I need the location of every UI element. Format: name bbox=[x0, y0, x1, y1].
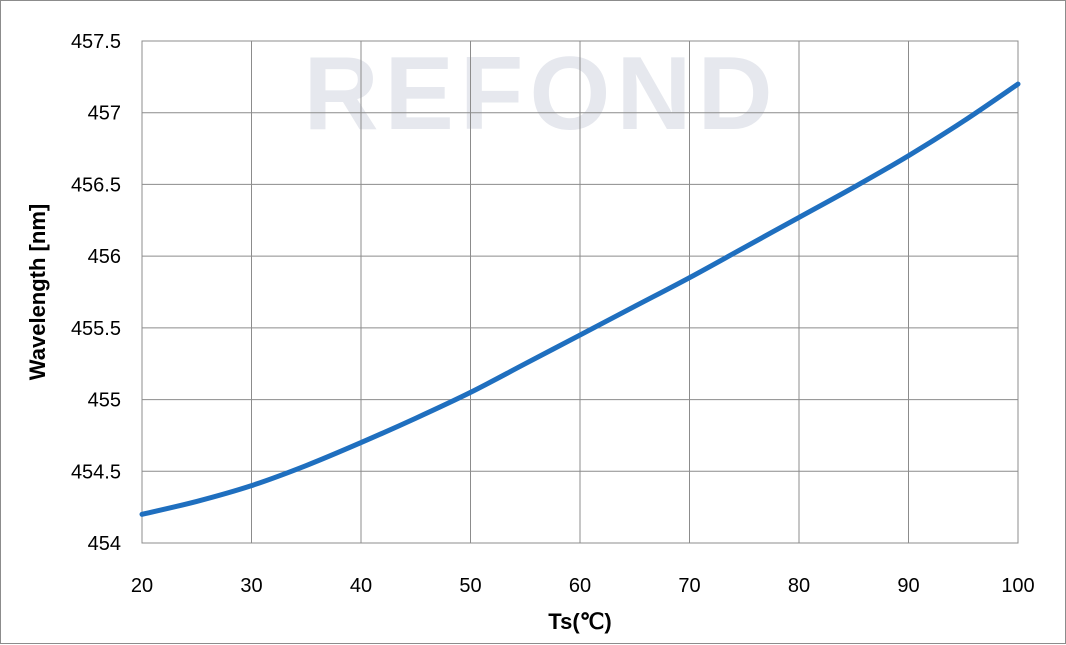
x-tick-label: 100 bbox=[1001, 575, 1034, 597]
y-tick-label: 454.5 bbox=[71, 461, 121, 483]
series-layer bbox=[139, 81, 1021, 517]
y-tick-label: 454 bbox=[88, 533, 121, 555]
x-tick-label: 20 bbox=[131, 575, 153, 597]
y-axis-ticks: 454 454.5 455 455.5 456 456.5 457 457.5 bbox=[71, 31, 121, 555]
x-axis-ticks: 20 30 40 50 60 70 80 90 100 bbox=[131, 575, 1035, 597]
grid bbox=[141, 40, 1019, 544]
x-tick-label: 50 bbox=[459, 575, 481, 597]
y-tick-label: 457.5 bbox=[71, 31, 121, 53]
x-tick-label: 40 bbox=[350, 575, 372, 597]
y-tick-label: 457 bbox=[88, 103, 121, 125]
x-tick-label: 70 bbox=[678, 575, 700, 597]
x-tick-label: 80 bbox=[788, 575, 810, 597]
y-tick-label: 455.5 bbox=[71, 318, 121, 340]
wavelength-series-line bbox=[139, 81, 1021, 517]
plot-area-border bbox=[141, 40, 1019, 544]
x-tick-label: 90 bbox=[897, 575, 919, 597]
watermark-logo: REFOND bbox=[303, 36, 778, 152]
x-axis-title: Ts(℃) bbox=[548, 609, 611, 634]
x-tick-label: 60 bbox=[569, 575, 591, 597]
y-axis-title: Wavelength [nm] bbox=[25, 204, 50, 380]
y-tick-label: 456.5 bbox=[71, 174, 121, 196]
y-tick-label: 456 bbox=[88, 246, 121, 268]
x-tick-label: 30 bbox=[240, 575, 262, 597]
y-tick-label: 455 bbox=[88, 390, 121, 412]
